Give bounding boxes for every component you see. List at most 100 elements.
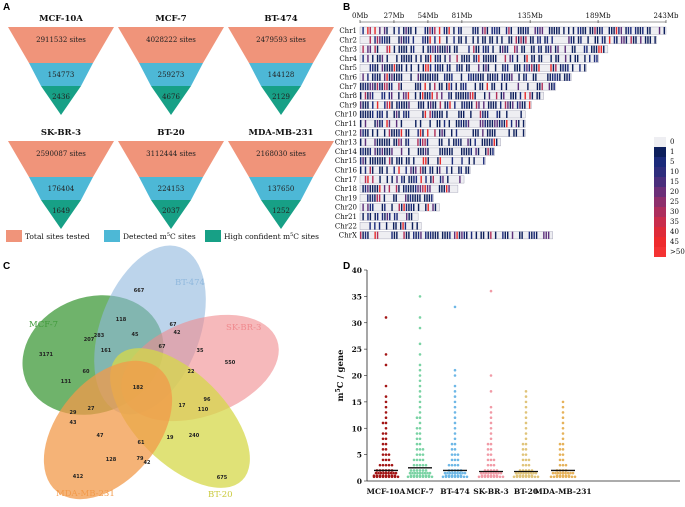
density-stripe	[507, 101, 509, 109]
density-stripe	[427, 36, 429, 44]
density-stripe	[519, 231, 521, 239]
density-stripe	[369, 110, 371, 118]
density-stripe	[369, 203, 372, 211]
density-stripe	[419, 120, 422, 128]
density-stripe	[448, 138, 450, 146]
density-stripe	[453, 45, 456, 53]
density-stripe	[524, 101, 526, 109]
density-stripe	[441, 92, 443, 100]
chromosome-label: Chr13	[335, 139, 357, 147]
density-stripe	[470, 73, 472, 81]
density-stripe	[434, 101, 437, 109]
density-stripe	[429, 73, 431, 81]
density-scale-label: 15	[670, 178, 679, 186]
density-stripe	[381, 166, 383, 174]
data-point	[527, 471, 530, 475]
density-stripe	[563, 73, 566, 81]
density-stripe	[427, 73, 429, 81]
density-stripe	[398, 45, 400, 53]
density-stripe	[599, 27, 601, 35]
data-point	[489, 432, 493, 435]
density-stripe	[381, 92, 383, 100]
density-stripe	[362, 147, 364, 156]
venn-count: 27	[88, 406, 95, 412]
chromosome-track	[359, 26, 667, 35]
density-stripe	[491, 129, 494, 137]
density-stripe	[415, 166, 417, 174]
density-stripe	[393, 27, 395, 35]
data-point	[421, 458, 425, 462]
venn-count: 550	[225, 360, 236, 366]
data-point	[381, 458, 385, 462]
density-stripe	[405, 231, 408, 239]
data-point	[552, 475, 556, 479]
data-point	[418, 475, 422, 479]
density-stripe	[528, 64, 531, 72]
chromosome-bar	[359, 138, 501, 147]
data-point	[561, 426, 565, 430]
density-stripe	[625, 27, 627, 35]
density-stripe	[362, 203, 364, 211]
density-stripe	[515, 129, 518, 137]
chromosome-label: Chr21	[335, 213, 357, 221]
chromosome-track	[359, 138, 501, 147]
data-point	[453, 400, 457, 404]
density-stripe	[522, 27, 524, 35]
data-point	[418, 458, 422, 462]
data-point	[415, 442, 419, 446]
x-category-label: BT-20	[514, 487, 538, 496]
funnel-total-value: 4028222 sites	[146, 36, 196, 44]
data-point	[527, 463, 531, 467]
density-stripe	[412, 185, 414, 193]
density-stripe	[515, 120, 518, 128]
density-stripe	[469, 92, 472, 100]
density-stripe	[505, 27, 508, 35]
data-point	[412, 458, 416, 462]
density-stripe	[547, 231, 550, 239]
funnel-detected-value: 224153	[158, 185, 185, 193]
density-stripe	[424, 110, 427, 118]
density-stripe	[439, 166, 441, 174]
chromosome-bar	[359, 73, 572, 82]
density-stripe	[557, 54, 560, 63]
data-point	[408, 471, 412, 475]
density-stripe	[362, 157, 364, 165]
density-stripe	[432, 203, 434, 211]
data-point	[424, 469, 428, 472]
density-stripe	[494, 120, 496, 128]
chr-axis-tick-label: 81Mb	[452, 12, 473, 20]
density-stripe	[360, 82, 362, 91]
x-category-label: BT-474	[440, 487, 469, 496]
density-stripe	[479, 110, 482, 118]
density-stripe	[482, 73, 484, 81]
density-stripe	[434, 73, 436, 81]
density-stripe	[446, 36, 448, 44]
density-stripe	[420, 147, 422, 156]
density-stripe	[484, 120, 486, 128]
density-stripe	[396, 213, 398, 221]
density-stripe	[468, 45, 470, 53]
density-stripe	[434, 45, 436, 53]
venn-count: 35	[197, 348, 204, 354]
data-point	[421, 453, 425, 456]
density-stripe	[424, 27, 426, 35]
density-stripe	[379, 82, 381, 91]
venn-petal-mdamb231	[43, 360, 173, 500]
density-stripe	[535, 64, 538, 72]
funnel-title: MDA-MB-231	[249, 128, 314, 138]
density-stripe	[613, 36, 616, 44]
venn-count: 43	[70, 420, 77, 426]
density-stripe	[457, 92, 460, 100]
density-stripe	[467, 73, 470, 81]
density-stripe	[555, 64, 557, 72]
density-stripe	[481, 82, 484, 91]
density-stripe	[465, 64, 468, 72]
data-point	[561, 437, 565, 441]
data-point	[489, 405, 493, 409]
data-point	[418, 448, 422, 451]
density-stripe	[531, 64, 533, 72]
data-point	[418, 469, 422, 472]
density-stripe	[360, 157, 362, 165]
chr-axis-tick-label: 189Mb	[586, 12, 612, 20]
density-stripe	[518, 64, 521, 72]
